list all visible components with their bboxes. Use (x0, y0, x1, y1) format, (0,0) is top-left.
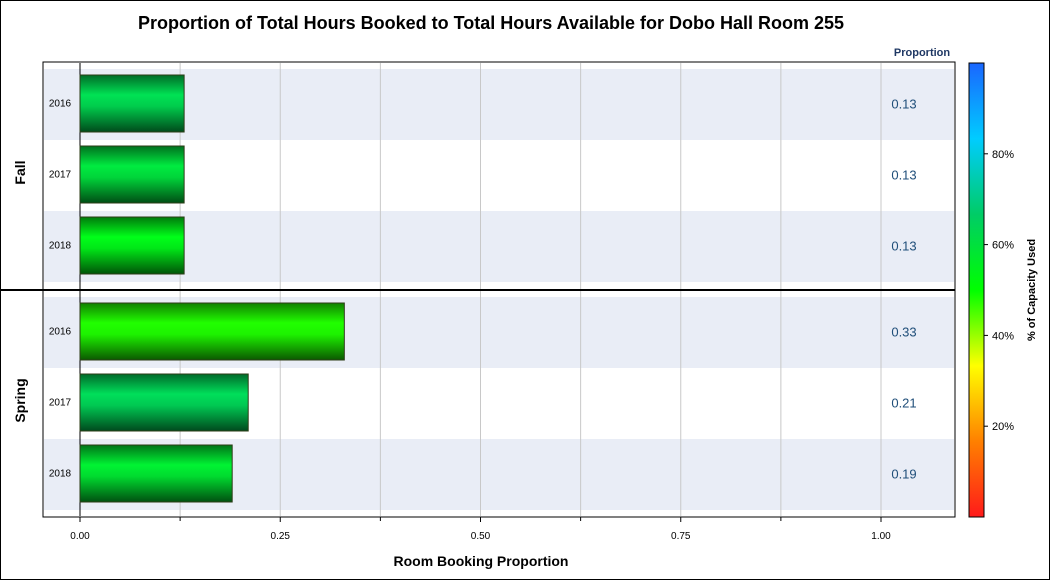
x-tick-label: 0.25 (271, 531, 291, 542)
data-label: 0.21 (891, 396, 916, 411)
bar-fall-2018 (79, 216, 185, 275)
proportion-column-header: Proportion (894, 47, 950, 59)
colorbar-title: % of Capacity Used (1026, 239, 1038, 341)
colorbar-legend: 20% 40% 60% 80% % of Capacity Used (968, 62, 1038, 518)
y-tick-label: 2017 (49, 170, 72, 181)
colorbar-tick-label: 40% (992, 330, 1014, 342)
panel-label-spring: Spring (12, 378, 28, 422)
panel-label-fall: Fall (12, 160, 28, 184)
data-label: 0.33 (891, 325, 916, 340)
x-tick-label: 0.75 (671, 531, 691, 542)
row-band (44, 69, 954, 140)
y-tick-label: 2016 (49, 99, 72, 110)
y-tick-label: 2016 (49, 327, 72, 338)
panel-fall (44, 69, 954, 282)
x-tick-label: 0.00 (70, 531, 90, 542)
colorbar-tick-label: 20% (992, 421, 1014, 433)
y-tick-label: 2018 (49, 241, 72, 252)
colorbar-tick-label: 80% (992, 149, 1014, 161)
x-axis-label: Room Booking Proportion (394, 553, 569, 569)
bar-fall-2017 (79, 145, 185, 204)
plot-area: Fall 2016 0.13 2017 0.13 2018 0.13 Spring 2016 0.… (0, 61, 956, 542)
bar-fall-2016 (79, 74, 185, 133)
bar-spring-2017 (79, 373, 249, 432)
x-axis: 0.00 0.25 0.50 0.75 1.00 (70, 517, 891, 542)
y-tick-label: 2017 (49, 398, 72, 409)
row-band (44, 211, 954, 282)
data-label: 0.13 (891, 97, 916, 112)
y-tick-label: 2018 (49, 469, 72, 480)
data-label: 0.13 (891, 168, 916, 183)
x-tick-label: 1.00 (871, 531, 891, 542)
colorbar (968, 62, 985, 518)
data-label: 0.13 (891, 239, 916, 254)
chart-title: Proportion of Total Hours Booked to Tota… (138, 13, 844, 33)
x-tick-label: 0.50 (471, 531, 491, 542)
colorbar-tick-label: 60% (992, 240, 1014, 252)
bar-spring-2018 (79, 444, 233, 503)
bar-spring-2016 (79, 302, 345, 361)
data-label: 0.19 (891, 467, 916, 482)
